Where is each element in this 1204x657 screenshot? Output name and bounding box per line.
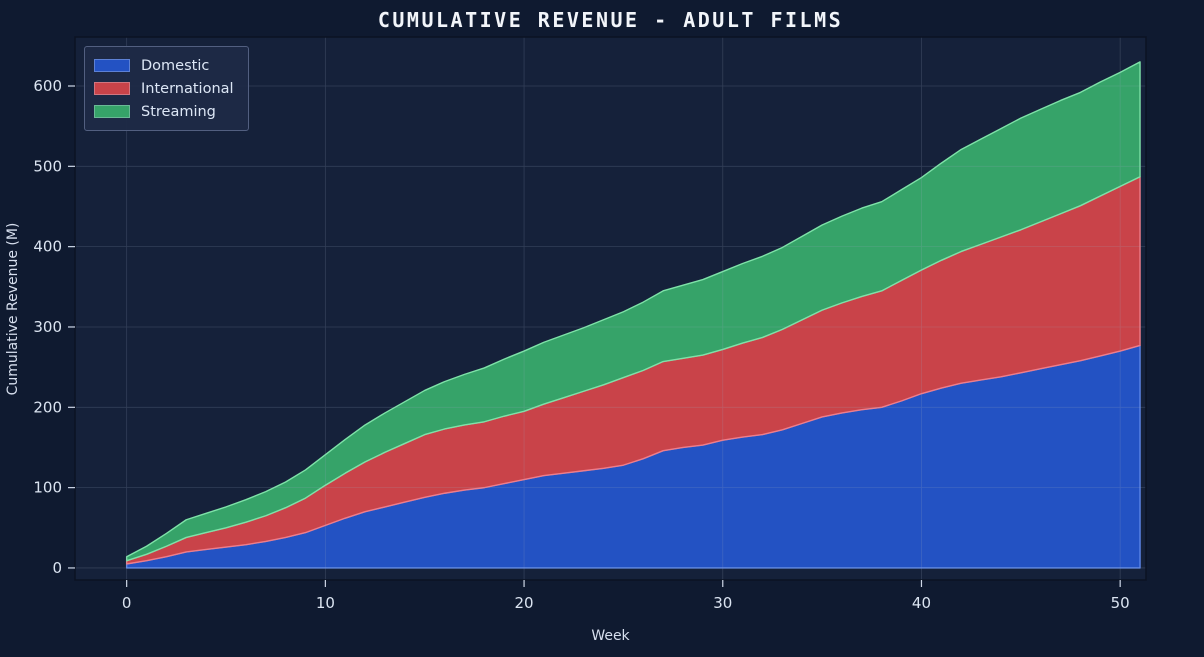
legend-item-domestic: Domestic bbox=[94, 54, 234, 77]
x-tick-label: 50 bbox=[1111, 594, 1130, 612]
x-axis-label: Week bbox=[591, 628, 630, 644]
y-tick-label: 0 bbox=[52, 559, 62, 577]
y-tick-label: 500 bbox=[33, 157, 62, 175]
x-tick-label: 40 bbox=[912, 594, 931, 612]
legend-swatch-domestic bbox=[94, 59, 130, 72]
legend-label: International bbox=[141, 80, 234, 97]
legend-label: Streaming bbox=[141, 103, 216, 120]
y-tick-label: 600 bbox=[33, 77, 62, 95]
legend-item-international: International bbox=[94, 77, 234, 100]
y-tick-label: 200 bbox=[33, 398, 62, 416]
x-tick-label: 30 bbox=[713, 594, 732, 612]
chart-title: CUMULATIVE REVENUE - ADULT FILMS bbox=[377, 8, 844, 32]
x-tick-label: 20 bbox=[515, 594, 534, 612]
x-tick-label: 10 bbox=[316, 594, 335, 612]
y-tick-label: 100 bbox=[33, 479, 62, 497]
y-axis-label: Cumulative Revenue (M) bbox=[5, 222, 21, 396]
legend-swatch-international bbox=[94, 82, 130, 95]
legend: Domestic International Streaming bbox=[84, 46, 249, 131]
y-tick-label: 300 bbox=[33, 318, 62, 336]
legend-item-streaming: Streaming bbox=[94, 100, 234, 123]
area-streaming bbox=[125, 61, 1141, 562]
gridlines bbox=[75, 37, 1146, 580]
area-series bbox=[125, 61, 1141, 569]
y-tick-label: 400 bbox=[33, 238, 62, 256]
legend-swatch-streaming bbox=[94, 105, 130, 118]
x-tick-label: 0 bbox=[122, 594, 132, 612]
plot-border bbox=[74, 36, 1147, 581]
legend-label: Domestic bbox=[141, 57, 210, 74]
tick-marks bbox=[68, 85, 1121, 587]
